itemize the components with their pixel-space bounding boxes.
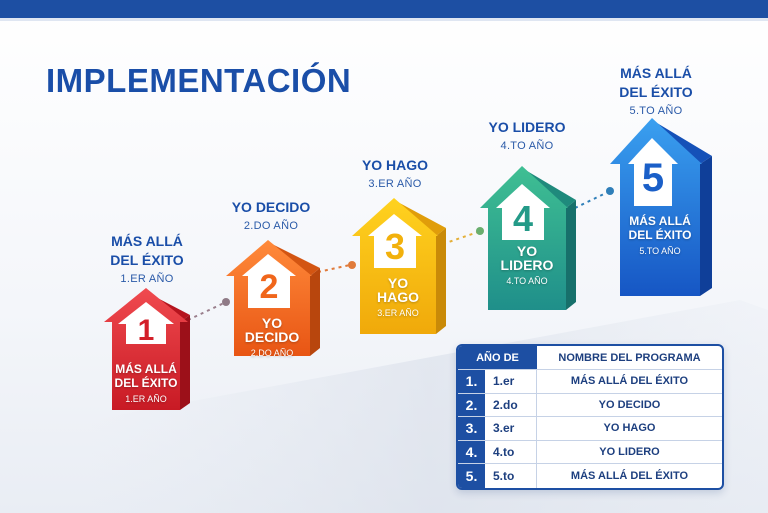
- step-4-caption: YO LIDERO 4.TO AÑO: [468, 118, 586, 152]
- arrow-5-icon: [610, 118, 712, 296]
- program-table: AÑO DE NOMBRE DEL PROGRAMA 1. 1.er MÁS A…: [456, 344, 724, 490]
- table-row-number: 5.: [458, 464, 485, 488]
- table-row-program: YO DECIDO: [598, 398, 661, 411]
- connector-dot-3: [348, 261, 356, 269]
- step-3-name: YO HAGO: [361, 157, 429, 173]
- arrow-5-inner-label: MÁS ALLÁ DEL ÉXITO 5.TO AÑO: [620, 214, 700, 256]
- step-2-year: 2.DO AÑO: [243, 220, 299, 232]
- arrow-4-inner-line1: YO: [516, 243, 538, 259]
- arrow-5-inner-line1: MÁS ALLÁ: [629, 214, 691, 228]
- table-row-year: 4.to: [485, 440, 537, 463]
- step-5-year: 5.TO AÑO: [629, 105, 683, 117]
- arrow-4-icon: [480, 166, 576, 310]
- table-row-number: 4.: [458, 440, 485, 463]
- table-row-year: 1.er: [485, 370, 537, 393]
- table-row: 4. 4.to YO LIDERO: [458, 440, 722, 464]
- connector-dot-5: [606, 187, 614, 195]
- arrow-4-number: 4: [512, 198, 534, 239]
- arrow-2-number: 2: [259, 268, 279, 306]
- arrow-3-inner-line1: YO: [387, 275, 409, 291]
- connector-3-4: [442, 231, 479, 245]
- table-row-number: 3.: [458, 417, 485, 440]
- page-title: IMPLEMENTACIÓN: [46, 62, 352, 99]
- connector-1-2: [187, 302, 225, 321]
- step-1-year: 1.ER AÑO: [120, 273, 174, 285]
- table-row-year: 3.er: [485, 417, 537, 440]
- arrow-1-inner-label: MÁS ALLÁ DEL ÉXITO 1.ER AÑO: [112, 362, 180, 404]
- step-4-year: 4.TO AÑO: [500, 140, 554, 152]
- arrow-4-inner-year: 4.TO AÑO: [506, 276, 548, 286]
- arrow-2-icon: [226, 240, 320, 356]
- table-header: AÑO DE NOMBRE DEL PROGRAMA: [458, 346, 722, 370]
- arrow-2-inner-line2: DECIDO: [244, 329, 300, 345]
- step-1-caption: MÁS ALLÁ DEL ÉXITO 1.ER AÑO: [92, 232, 202, 285]
- arrow-3-inner-label: YO HAGO 3.ER AÑO: [360, 276, 436, 318]
- arrow-2-inner-label: YO DECIDO 2.DO AÑO: [234, 316, 310, 358]
- step-5-caption: MÁS ALLÁ DEL ÉXITO 5.TO AÑO: [600, 64, 712, 117]
- table-row: 5. 5.to MÁS ALLÁ DEL ÉXITO: [458, 464, 722, 488]
- table-row-year: 2.do: [485, 393, 537, 416]
- arrow-5-inner-line2: DEL ÉXITO: [628, 228, 692, 242]
- step-1-name-line1: MÁS ALLÁ: [111, 233, 183, 249]
- arrow-2-inner-line1: YO: [261, 315, 283, 331]
- connector-2-3: [317, 264, 351, 273]
- arrow-2-inner-year: 2.DO AÑO: [250, 348, 294, 358]
- table-row: 2. 2.do YO DECIDO: [458, 393, 722, 417]
- table-row-program: MÁS ALLÁ DEL ÉXITO: [570, 469, 689, 482]
- arrow-1-inner-line1: MÁS ALLÁ: [115, 362, 177, 376]
- table-row-year: 5.to: [485, 464, 537, 488]
- table-row-program: MÁS ALLÁ DEL ÉXITO: [570, 375, 689, 388]
- step-2-caption: YO DECIDO 2.DO AÑO: [212, 198, 330, 232]
- arrow-5-inner-year: 5.TO AÑO: [639, 246, 681, 256]
- arrow-4-inner-label: YO LIDERO 4.TO AÑO: [488, 244, 566, 286]
- step-2-name: YO DECIDO: [231, 199, 311, 215]
- connector-4-5: [574, 191, 609, 209]
- table-row-number: 2.: [458, 393, 485, 416]
- step-5-name-line1: MÁS ALLÁ: [620, 65, 692, 81]
- step-3-year: 3.ER AÑO: [368, 178, 422, 190]
- step-1-name-line2: DEL ÉXITO: [110, 252, 184, 268]
- top-banner: [0, 0, 768, 18]
- table-row-number: 1.: [458, 370, 485, 393]
- arrow-1-number: 1: [137, 314, 155, 347]
- arrow-1-inner-year: 1.ER AÑO: [125, 394, 167, 404]
- arrow-3-inner-year: 3.ER AÑO: [377, 308, 419, 318]
- step-5-name-line2: DEL ÉXITO: [619, 84, 693, 100]
- arrow-3-icon: [352, 198, 446, 334]
- arrow-5-number: 5: [641, 156, 665, 200]
- table-row: 1. 1.er MÁS ALLÁ DEL ÉXITO: [458, 370, 722, 394]
- table-header-year: AÑO DE: [458, 346, 537, 369]
- step-4-name: YO LIDERO: [488, 119, 566, 135]
- table-row-program: YO LIDERO: [599, 445, 660, 458]
- connector-dot-2: [222, 298, 230, 306]
- top-banner-divider: [0, 18, 768, 21]
- table-row: 3. 3.er YO HAGO: [458, 417, 722, 441]
- step-3-caption: YO HAGO 3.ER AÑO: [338, 156, 452, 190]
- table-row-program: YO HAGO: [603, 422, 656, 435]
- table-header-program: NOMBRE DEL PROGRAMA: [558, 351, 701, 364]
- arrow-3-number: 3: [384, 226, 406, 267]
- arrow-1-inner-line2: DEL ÉXITO: [114, 376, 178, 390]
- arrow-4-inner-line2: LIDERO: [500, 257, 554, 273]
- arrow-3-inner-line2: HAGO: [377, 289, 419, 305]
- arrow-1-icon: [104, 288, 190, 410]
- connector-dot-4: [476, 227, 484, 235]
